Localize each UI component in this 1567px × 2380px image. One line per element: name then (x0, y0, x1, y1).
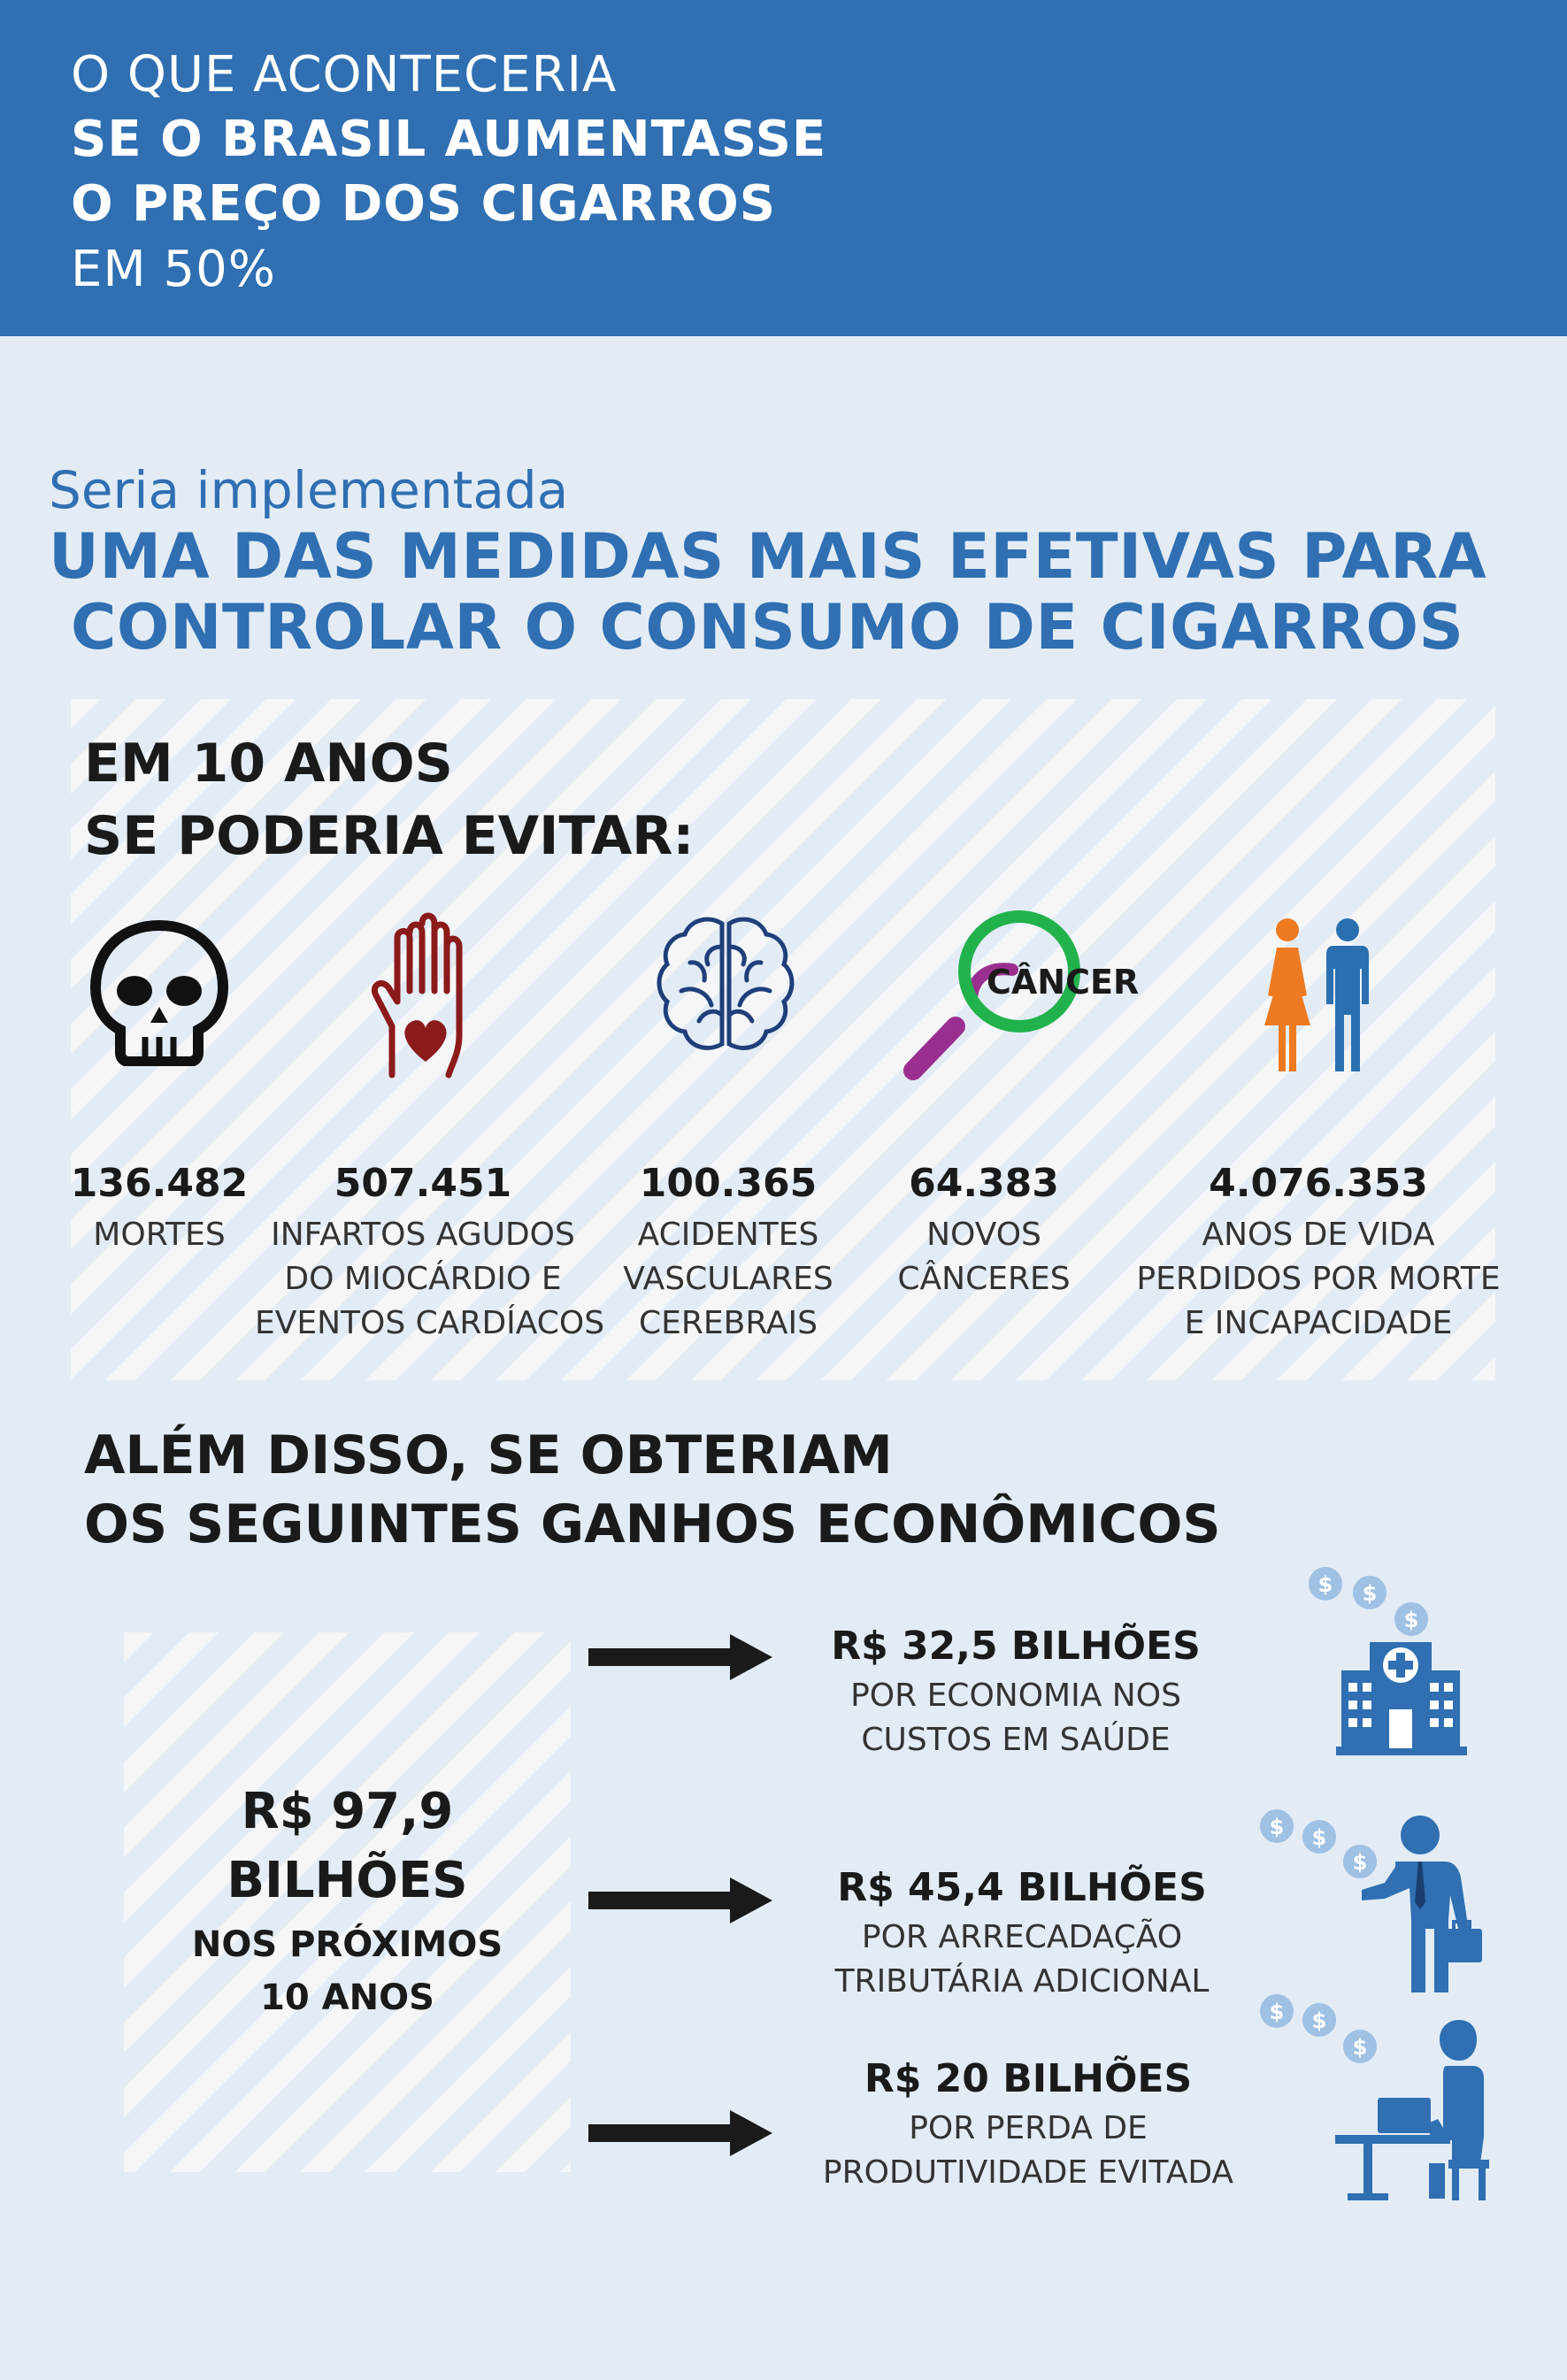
header-line-3: O PREÇO DOS CIGARROS (71, 175, 777, 233)
avoid-title-line-2: SE PODERIA EVITAR: (84, 805, 695, 867)
header-line-2: SE O BRASIL AUMENTASSE (71, 111, 827, 168)
header-banner: O QUE ACONTECERIA SE O BRASIL AUMENTASSE… (0, 0, 1567, 336)
stat-value: 4.076.353 (1209, 1161, 1428, 1206)
avoid-panel (71, 699, 1495, 1380)
intro-light: Seria implementada (49, 460, 569, 520)
stat-label: ANOS DE VIDA PERDIDOS POR MORTE E INCAPA… (1136, 1217, 1501, 1341)
header-line-1: O QUE ACONTECERIA (71, 46, 618, 104)
gain-productivity: R$ 20 BILHÕES POR PERDA DE PRODUTIVIDADE… (780, 2056, 1276, 2195)
skull-icon (89, 920, 229, 1066)
gain-description: POR PERDA DE PRODUTIVIDADE EVITADA (822, 2110, 1234, 2191)
stat-value: 136.482 (70, 1161, 249, 1206)
svg-text:$: $ (1270, 2000, 1285, 2024)
businessman-money-icon: $ $ $ (1258, 1808, 1482, 1992)
arrow-right-icon (588, 1634, 772, 1680)
hand-heart-icon (372, 912, 463, 1079)
svg-text:$: $ (1353, 1850, 1368, 1875)
gains-title-line-2: OS SEGUINTES GANHOS ECONÔMICOS (84, 1493, 1221, 1555)
stat-strokes: 100.365 ACIDENTES VASCULARES CEREBRAIS (560, 1161, 896, 1346)
total-panel (124, 1632, 571, 2172)
svg-text:$: $ (1404, 1608, 1419, 1632)
arrow-right-icon (588, 2110, 772, 2156)
stat-deaths: 136.482 MORTES (0, 1161, 327, 1257)
svg-text:$: $ (1312, 1825, 1327, 1850)
total-period-line-2: 10 ANOS (260, 1977, 434, 2018)
stat-cancers: 64.383 NOVOS CÂNCERES (816, 1161, 1152, 1301)
woman-man-icon (1264, 918, 1369, 1071)
stat-value: 64.383 (909, 1161, 1059, 1206)
hospital-money-icon: $ $ $ (1307, 1565, 1467, 1755)
brain-icon (657, 917, 795, 1050)
total-amount: R$ 97,9 (241, 1783, 454, 1840)
stat-label: ACIDENTES VASCULARES CEREBRAIS (623, 1217, 833, 1341)
stat-life-years: 4.076.353 ANOS DE VIDA PERDIDOS POR MORT… (1133, 1161, 1504, 1346)
intro-bold-line-2: CONTROLAR O CONSUMO DE CIGARROS (71, 591, 1464, 664)
office-worker-money-icon: $ $ $ (1258, 1992, 1489, 2200)
gains-title-line-1: ALÉM DISSO, SE OBTERIAM (84, 1424, 893, 1486)
cancer-icon-text: CÂNCER (987, 963, 1140, 1002)
gain-amount: R$ 20 BILHÕES (864, 2056, 1193, 2101)
svg-text:$: $ (1363, 1581, 1378, 1606)
arrow-right-icon (588, 1877, 772, 1923)
gain-tax: R$ 45,4 BILHÕES POR ARRECADAÇÃO TRIBUTÁR… (774, 1865, 1270, 2004)
total-box: R$ 97,9 BILHÕES NOS PRÓXIMOS 10 ANOS (124, 1632, 571, 2194)
stat-label: MORTES (93, 1217, 226, 1253)
total-period-line-1: NOS PRÓXIMOS (191, 1924, 503, 1965)
stat-value: 100.365 (639, 1161, 818, 1206)
header-line-4: EM 50% (71, 241, 276, 298)
total-unit: BILHÕES (227, 1852, 468, 1909)
magnifier-cancer-icon: CÂNCER (894, 902, 1141, 1088)
gain-health: R$ 32,5 BILHÕES POR ECONOMIA NOS CUSTOS … (768, 1624, 1264, 1762)
gain-amount: R$ 45,4 BILHÕES (837, 1865, 1207, 1910)
gain-description: POR ARRECADAÇÃO TRIBUTÁRIA ADICIONAL (834, 1919, 1210, 2000)
stat-label: INFARTOS AGUDOS DO MIOCÁRDIO E EVENTOS C… (255, 1217, 605, 1341)
gain-description: POR ECONOMIA NOS CUSTOS EM SAÚDE (850, 1678, 1181, 1758)
avoid-title-line-1: EM 10 ANOS (84, 733, 453, 795)
stat-heart-attacks: 507.451 INFARTOS AGUDOS DO MIOCÁRDIO E E… (255, 1161, 605, 1346)
svg-text:$: $ (1270, 1815, 1285, 1839)
svg-text:$: $ (1312, 2008, 1327, 2033)
svg-text:$: $ (1353, 2035, 1368, 2060)
stat-label: NOVOS CÂNCERES (897, 1217, 1071, 1297)
gain-amount: R$ 32,5 BILHÕES (831, 1624, 1201, 1669)
stat-value: 507.451 (334, 1161, 512, 1206)
intro-bold-line-1: UMA DAS MEDIDAS MAIS EFETIVAS PARA (49, 520, 1487, 593)
svg-text:$: $ (1318, 1572, 1333, 1597)
